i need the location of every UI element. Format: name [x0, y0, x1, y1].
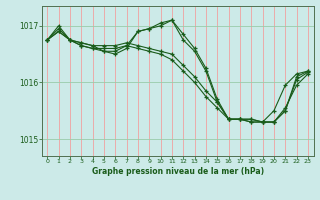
- X-axis label: Graphe pression niveau de la mer (hPa): Graphe pression niveau de la mer (hPa): [92, 167, 264, 176]
